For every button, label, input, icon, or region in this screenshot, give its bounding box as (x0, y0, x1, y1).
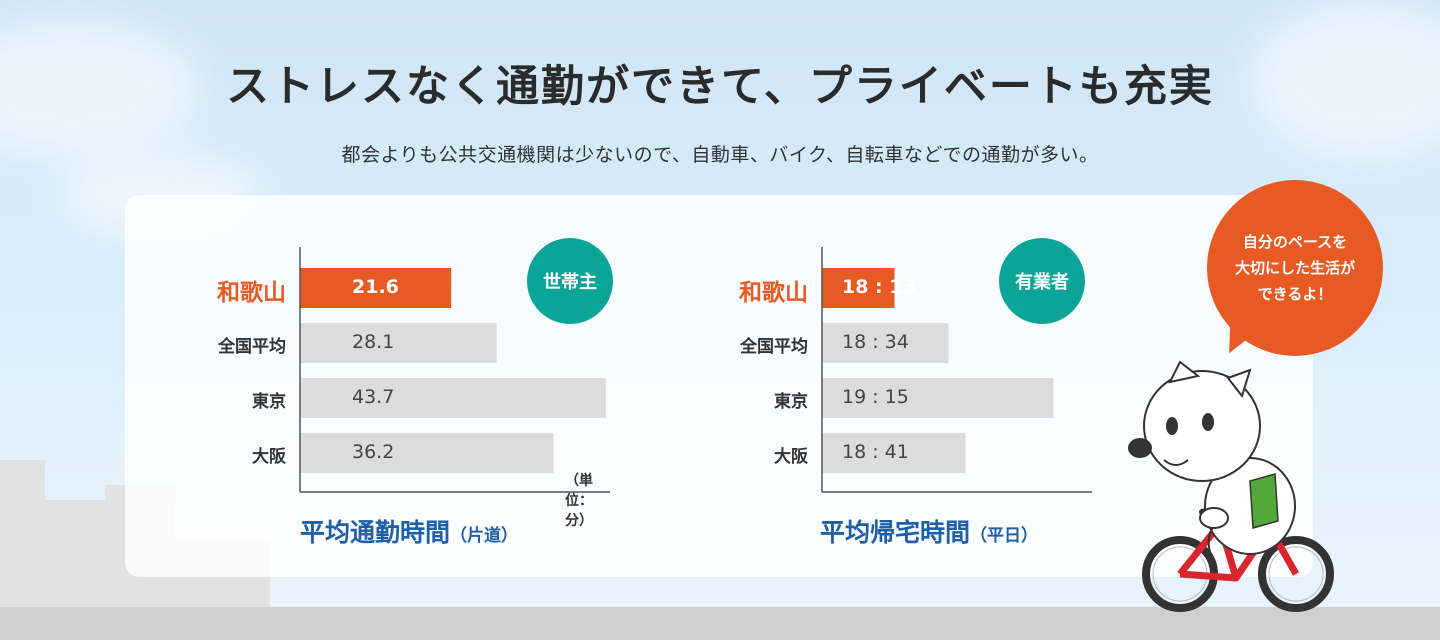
bar-3 (300, 433, 554, 473)
ground (0, 607, 1440, 640)
value-label: 36.2 (352, 441, 395, 463)
cloud (0, 20, 200, 160)
value-label: 28.1 (352, 331, 395, 353)
chart-title-text: 平均帰宅時間 (820, 518, 971, 547)
bar-2 (822, 378, 1054, 418)
category-label: 全国平均 (740, 337, 808, 357)
building-silhouette (45, 500, 105, 620)
mascot-dog-on-bicycle (1128, 360, 1334, 612)
value-label: 19 : 15 (842, 386, 909, 408)
bubble-line: 自分のペースを (1242, 232, 1348, 251)
bar-3 (822, 433, 966, 473)
chart-title: 平均通勤時間（片道） (300, 513, 518, 549)
subline: 都会よりも公共交通機関は少ないので、自動車、バイク、自転車などでの通勤が多い。 (341, 144, 1099, 166)
bar-2 (300, 378, 606, 418)
bar-0 (822, 268, 895, 308)
bar-1 (300, 323, 497, 363)
category-label: 大阪 (252, 447, 286, 467)
value-label: 21.6 (352, 276, 399, 298)
value-label: 18 : 41 (842, 441, 909, 463)
chart-title-note: （片道） (450, 526, 519, 546)
unit-note: （単位：分） (565, 473, 593, 529)
householder-badge: 世帯主 (527, 238, 613, 324)
commute-time-chart: 和歌山 21.6 全国平均 28.1 東京 43.7 大阪 36.2 世帯主 （単位：分） 平… (190, 230, 613, 560)
category-label: 和歌山 (217, 280, 286, 306)
cloud (1250, 0, 1440, 160)
speech-bubble: 自分のペースを 大切にした生活が できるよ！ (1207, 180, 1383, 356)
value-label: 18 : 34 (842, 331, 909, 353)
bar-0 (300, 268, 452, 308)
employed-badge: 有業者 (999, 238, 1085, 324)
return-home-time-chart: 和歌山 18 : 13 全国平均 18 : 34 東京 19 : 15 大阪 18 : 41 … (712, 230, 1132, 560)
chart-title-note: （平日） (970, 526, 1039, 546)
bar-1 (822, 323, 949, 363)
category-label: 東京 (252, 392, 286, 412)
value-label: 18 : 13 (842, 276, 916, 298)
value-label: 43.7 (352, 386, 395, 408)
headline: ストレスなく通勤ができて、プライベートも充実 (226, 62, 1214, 112)
category-label: 和歌山 (739, 280, 808, 306)
mascot-dog (1128, 360, 1296, 555)
bubble-line: できるよ！ (1257, 285, 1333, 304)
return-home-time-chart-svg (821, 247, 1092, 493)
category-label: 大阪 (774, 447, 808, 467)
category-label: 全国平均 (218, 337, 286, 357)
bubble-line: 大切にした生活が (1234, 258, 1355, 277)
chart-title: 平均帰宅時間（平日） (820, 513, 1038, 549)
category-label: 東京 (774, 392, 808, 412)
building-silhouette (0, 460, 45, 620)
chart-title-text: 平均通勤時間 (300, 518, 451, 547)
commute-time-chart-svg (299, 247, 610, 493)
